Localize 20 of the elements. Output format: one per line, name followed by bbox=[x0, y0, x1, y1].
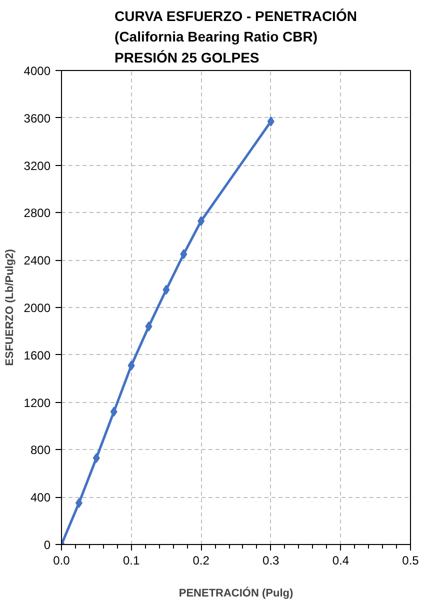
y-tick-label: 3600 bbox=[24, 111, 51, 126]
chart-title: CURVA ESFUERZO - PENETRACIÓN (California Bearing Ratio CBR) PRESIÓN 25 GOLPES bbox=[114, 8, 357, 66]
y-tick-label: 400 bbox=[30, 490, 51, 505]
x-axis-title: PENETRACIÓN (Pulg) bbox=[178, 586, 294, 600]
y-tick-label: 2000 bbox=[24, 301, 51, 315]
x-tick-label: 0.1 bbox=[122, 554, 140, 568]
x-tick-label: 0.3 bbox=[262, 554, 280, 568]
x-tick-label: 0.5 bbox=[402, 554, 420, 568]
y-tick-label: 0 bbox=[44, 538, 51, 552]
y-axis-title: ESFUERZO (Lb/Pulg2) bbox=[4, 248, 16, 366]
x-tick-label: 0.2 bbox=[192, 554, 210, 568]
y-tick-label: 2800 bbox=[24, 206, 51, 220]
y-tick-label: 3200 bbox=[24, 158, 51, 173]
y-tick-label: 4000 bbox=[24, 64, 51, 78]
x-tick-label: 0.4 bbox=[332, 554, 350, 568]
y-tick-label: 2400 bbox=[24, 254, 51, 268]
y-tick-label: 1600 bbox=[24, 348, 51, 362]
y-tick-label: 800 bbox=[30, 443, 51, 458]
y-tick-label: 1200 bbox=[24, 396, 51, 410]
x-tick-label: 0.0 bbox=[53, 554, 70, 568]
